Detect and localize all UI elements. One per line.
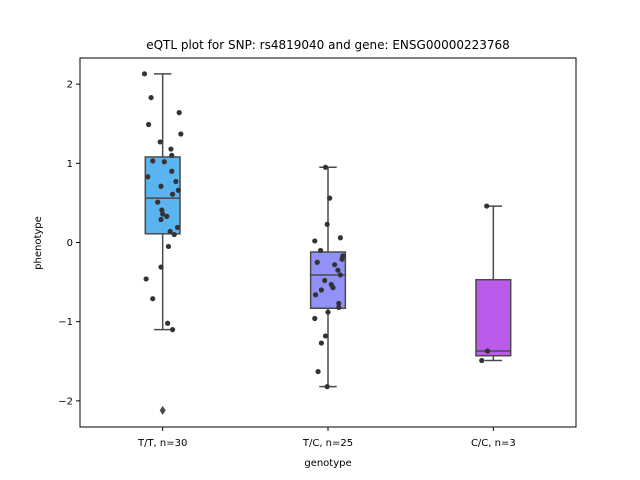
data-point	[313, 292, 319, 298]
data-point	[312, 238, 318, 244]
data-point	[158, 264, 164, 270]
data-point	[148, 94, 154, 101]
data-point	[484, 348, 491, 354]
data-point	[335, 267, 341, 273]
data-point	[332, 262, 338, 268]
data-point	[339, 256, 345, 262]
data-point	[479, 357, 485, 364]
y-tick-label: 0	[67, 238, 73, 249]
data-point	[161, 159, 167, 165]
data-point	[167, 228, 173, 235]
data-point	[164, 213, 170, 219]
data-point	[336, 300, 342, 307]
data-point	[165, 320, 171, 326]
chart-title: eQTL plot for SNP: rs4819040 and gene: E…	[146, 38, 510, 52]
data-point	[484, 203, 490, 209]
x-tick-label: T/T, n=30	[137, 438, 187, 449]
plot-area	[141, 71, 512, 415]
data-point	[324, 384, 330, 390]
data-point	[315, 368, 321, 375]
data-point	[169, 152, 175, 158]
data-point	[336, 304, 342, 311]
y-tick-label: 2	[67, 80, 73, 91]
data-point	[169, 168, 175, 174]
data-point	[150, 158, 156, 164]
data-point	[317, 247, 324, 254]
data-point	[176, 110, 182, 116]
data-point	[168, 146, 174, 152]
x-axis: T/T, n=30 T/C, n=25 C/C, n=3	[137, 427, 516, 449]
data-point	[143, 276, 149, 282]
box-group	[475, 205, 512, 362]
data-point	[322, 164, 329, 170]
data-point	[171, 231, 177, 238]
data-point	[324, 221, 330, 227]
y-axis-label: phenotype	[33, 216, 44, 270]
data-point	[327, 195, 333, 201]
strip-points	[141, 71, 184, 333]
data-point	[141, 71, 148, 77]
data-point	[169, 327, 176, 333]
data-point	[312, 315, 318, 322]
y-tick-label: −1	[58, 317, 73, 328]
data-point	[178, 131, 184, 137]
data-point	[165, 243, 172, 250]
data-point	[159, 207, 165, 213]
x-tick-label: T/C, n=25	[302, 438, 353, 449]
data-point	[160, 211, 166, 217]
data-point	[325, 309, 331, 315]
data-point	[318, 287, 324, 293]
strip-points	[479, 203, 491, 364]
data-point	[145, 174, 151, 180]
data-point	[150, 296, 156, 302]
outlier-marker	[159, 405, 166, 415]
y-axis: 2 1 0 −1 −2	[58, 80, 80, 407]
y-tick-label: −2	[58, 396, 73, 407]
data-point	[157, 139, 163, 145]
data-point	[322, 333, 329, 339]
data-point	[169, 191, 176, 197]
data-point	[337, 272, 343, 278]
data-point	[155, 199, 161, 205]
data-point	[174, 224, 181, 231]
data-point	[314, 259, 320, 265]
y-tick-label: 1	[67, 159, 73, 170]
data-point	[330, 285, 336, 291]
data-point	[318, 340, 324, 346]
data-point	[175, 187, 181, 193]
data-point	[337, 235, 343, 241]
data-point	[173, 178, 179, 185]
data-point	[322, 277, 328, 284]
x-tick-label: C/C, n=3	[471, 438, 516, 449]
data-point	[146, 121, 152, 128]
box	[475, 278, 512, 357]
data-point	[158, 216, 164, 223]
data-point	[158, 183, 164, 189]
strip-points	[312, 164, 346, 390]
x-axis-label: genotype	[304, 458, 351, 469]
